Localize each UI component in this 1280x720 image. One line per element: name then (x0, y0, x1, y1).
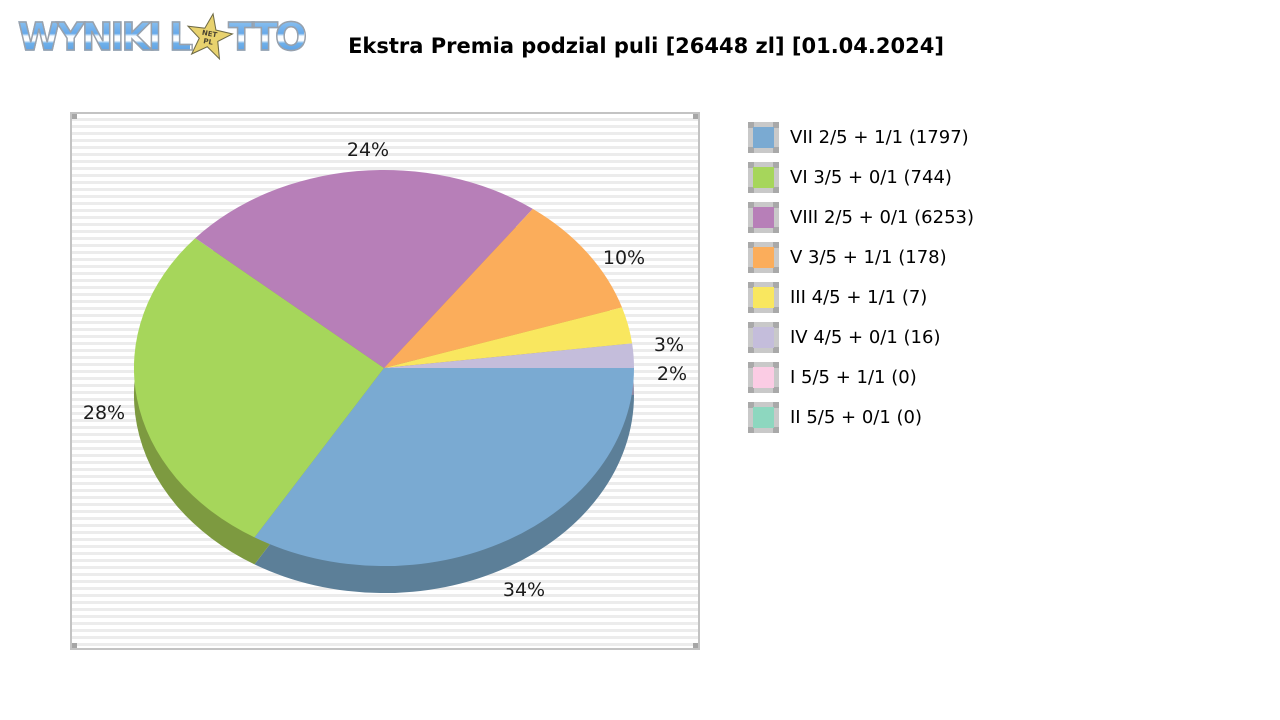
legend-swatch-color (753, 287, 774, 308)
legend-item: V 3/5 + 1/1 (178) (748, 242, 974, 273)
logo-word-wyniki: WYNIKI (17, 14, 162, 60)
pie-chart-panel: 34% 28% 24% 10% 3% 2% (70, 112, 700, 650)
logo-letter-l: L (168, 14, 194, 60)
page-title: Ekstra Premia podzial puli [26448 zl] [0… (348, 34, 944, 58)
legend-item: VIII 2/5 + 0/1 (6253) (748, 202, 974, 233)
legend-swatch (748, 402, 779, 433)
pie-chart-svg: 34% 28% 24% 10% 3% 2% (83, 139, 687, 601)
legend-item: VI 3/5 + 0/1 (744) (748, 162, 974, 193)
pie-percent-label: 3% (654, 334, 684, 356)
legend-swatch-color (753, 127, 774, 148)
pie-slice (195, 169, 533, 368)
pie-slice (384, 343, 635, 368)
legend-label: VIII 2/5 + 0/1 (6253) (790, 207, 974, 228)
legend-label: III 4/5 + 1/1 (7) (790, 287, 928, 308)
legend-swatch (748, 162, 779, 193)
star-icon: NET PL (180, 8, 238, 66)
pie-percent-label: 10% (603, 247, 645, 269)
legend-swatch (748, 362, 779, 393)
legend-swatch (748, 282, 779, 313)
legend-swatch-color (753, 247, 774, 268)
legend-label: I 5/5 + 1/1 (0) (790, 367, 917, 388)
legend-swatch-color (753, 367, 774, 388)
legend-swatch-color (753, 327, 774, 348)
pie-slice (384, 208, 622, 368)
legend-label: VII 2/5 + 1/1 (1797) (790, 127, 969, 148)
legend-swatch (748, 242, 779, 273)
legend-label: V 3/5 + 1/1 (178) (790, 247, 947, 268)
logo-word-lotto: L NET PL TTO (168, 12, 308, 62)
legend-label: IV 4/5 + 0/1 (16) (790, 327, 941, 348)
chart-legend: VII 2/5 + 1/1 (1797) VI 3/5 + 0/1 (744) VI… (748, 122, 974, 442)
pie-percent-label: 24% (347, 139, 389, 161)
pie-percent-label: 2% (657, 363, 687, 385)
pie-slice (133, 238, 384, 538)
pie-slice (384, 307, 633, 368)
legend-swatch (748, 122, 779, 153)
wyniki-lotto-logo[interactable]: WYNIKI L NET PL TTO (17, 10, 308, 64)
pie-slice (254, 368, 634, 567)
legend-item: III 4/5 + 1/1 (7) (748, 282, 974, 313)
legend-item: I 5/5 + 1/1 (0) (748, 362, 974, 393)
legend-label: VI 3/5 + 0/1 (744) (790, 167, 952, 188)
star-caption: NET PL (201, 29, 218, 47)
legend-label: II 5/5 + 0/1 (0) (790, 407, 923, 428)
legend-swatch (748, 322, 779, 353)
pie-percent-label: 34% (503, 579, 545, 601)
pie-percent-label: 28% (83, 402, 125, 424)
legend-swatch-color (753, 407, 774, 428)
legend-swatch (748, 202, 779, 233)
logo-letters-tto: TTO (227, 14, 308, 60)
legend-item: II 5/5 + 0/1 (0) (748, 402, 974, 433)
legend-swatch-color (753, 167, 774, 188)
legend-item: IV 4/5 + 0/1 (16) (748, 322, 974, 353)
legend-swatch-color (753, 207, 774, 228)
legend-item: VII 2/5 + 1/1 (1797) (748, 122, 974, 153)
